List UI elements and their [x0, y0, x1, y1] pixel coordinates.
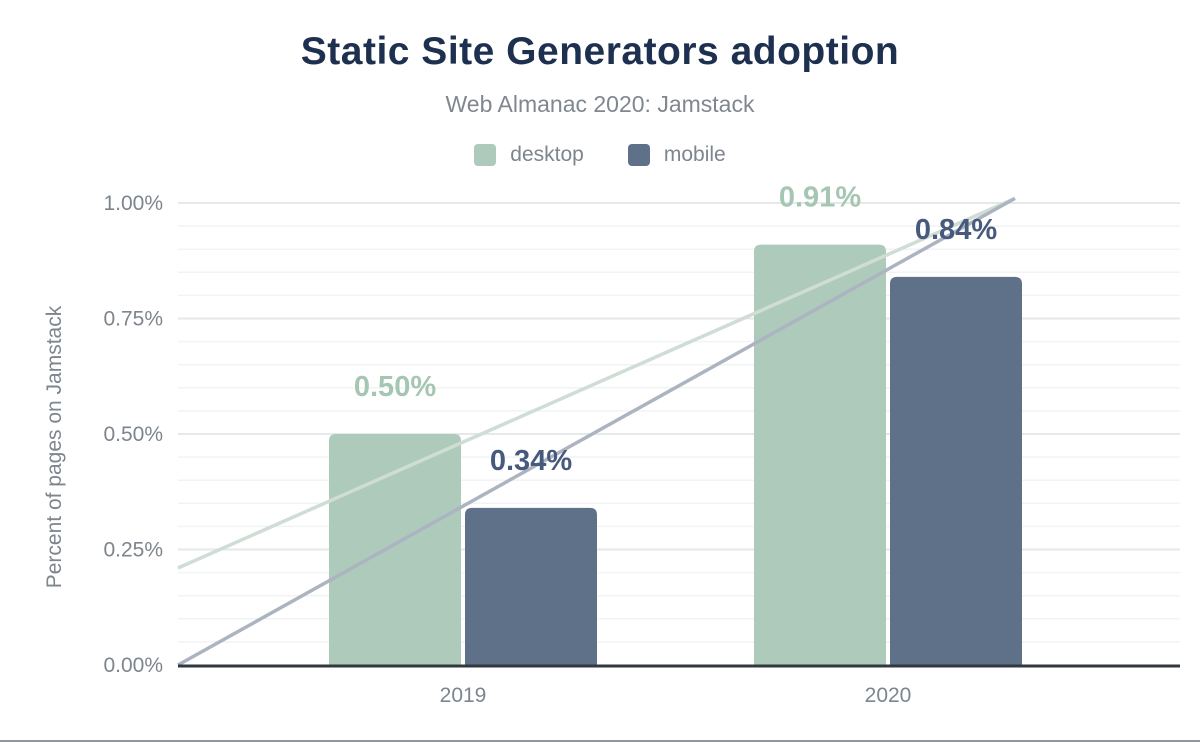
chart-title: Static Site Generators adoption: [300, 30, 900, 73]
y-tick-label-0.75%: 0.75%: [103, 308, 163, 331]
legend-item-mobile[interactable]: mobile: [627, 143, 726, 167]
trend-line-mobile: [177, 196, 1016, 667]
bar-mobile-2020[interactable]: [890, 276, 1022, 666]
value-label-mobile-2019: 0.34%: [490, 445, 572, 477]
legend-item-desktop[interactable]: desktop: [474, 143, 584, 167]
mobile-swatch-icon: [627, 144, 650, 166]
legend-label-mobile: mobile: [663, 143, 726, 166]
value-label-desktop-2019: 0.50%: [354, 371, 436, 403]
y-tick-label-0.25%: 0.25%: [103, 539, 163, 562]
desktop-swatch-icon: [474, 144, 497, 166]
bottom-divider: [0, 740, 1200, 742]
x-tick-label-2019: 2019: [440, 684, 487, 707]
value-label-desktop-2020: 0.91%: [779, 182, 861, 214]
y-tick-label-1.00%: 1.00%: [103, 192, 163, 215]
chart-subtitle: Web Almanac 2020: Jamstack: [445, 91, 755, 117]
legend: desktop mobile: [0, 143, 1200, 167]
y-tick-label-0.50%: 0.50%: [103, 423, 163, 446]
y-tick-label-0.00%: 0.00%: [103, 654, 163, 677]
bar-mobile-2019[interactable]: [465, 507, 597, 666]
bar-desktop-2020[interactable]: [754, 244, 886, 666]
bar-desktop-2019[interactable]: [329, 434, 461, 666]
value-label-mobile-2020: 0.84%: [915, 214, 997, 246]
legend-label-desktop: desktop: [510, 143, 584, 166]
trend-line-desktop: [177, 196, 1016, 570]
x-tick-label-2020: 2020: [865, 684, 912, 707]
